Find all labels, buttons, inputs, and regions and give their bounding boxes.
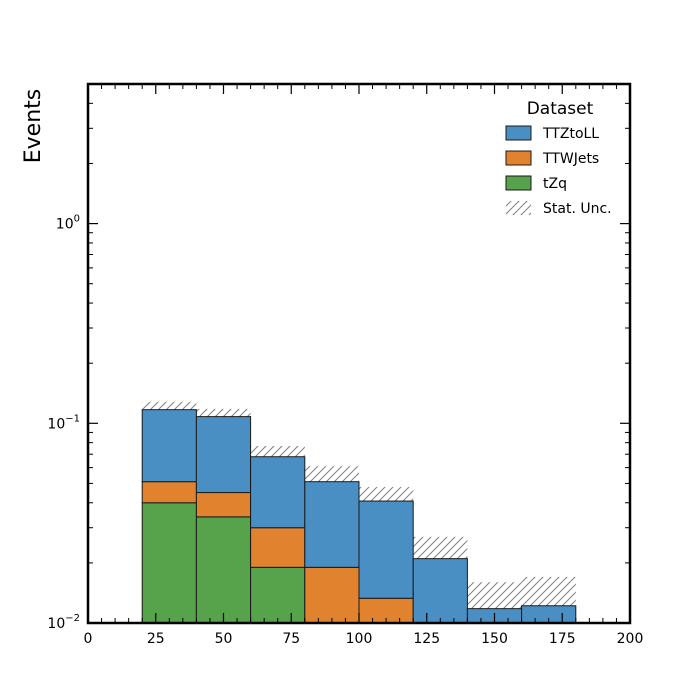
bar-ttztoll-bin-1 — [195, 416, 252, 494]
x-tick-label: 125 — [413, 631, 440, 647]
legend-swatch-ttztoll — [505, 125, 532, 141]
x-tick-label: 25 — [147, 631, 165, 647]
bar-tzq-bin-0 — [141, 502, 197, 623]
legend-label-ttztoll: TTZtoLL — [542, 126, 599, 142]
legend-swatch-ttwjets — [505, 150, 532, 166]
plot-frame — [86, 82, 632, 625]
y-tick-label: 100 — [56, 214, 80, 233]
bar-ttztoll-bin-4 — [358, 500, 414, 599]
x-tick-label: 150 — [481, 631, 508, 647]
bar-ttztoll-bin-2 — [250, 456, 306, 529]
bar-ttwjets-bin-1 — [195, 492, 252, 518]
legend: Dataset TTZtoLL TTWJets tZq Stat. Unc. — [505, 99, 612, 217]
x-tick-label: 50 — [215, 631, 233, 647]
bar-tzq-bin-2 — [250, 566, 306, 623]
legend-label-stat-unc: Stat. Unc. — [543, 201, 612, 217]
tick-labels: 0 25 50 75 100 125 150 175 200 10−2 10−1 100 — [47, 214, 643, 647]
bar-ttwjets-bin-0 — [141, 481, 197, 504]
x-tick-label: 75 — [282, 631, 300, 647]
legend-label-ttwjets: TTWJets — [542, 151, 599, 167]
bar-ttztoll-bin-5 — [412, 558, 468, 623]
bar-ttwjets-bin-3 — [304, 566, 360, 623]
y-axis-title: Events — [21, 89, 46, 164]
y-tick-label: 10−1 — [47, 413, 80, 432]
stat-unc-bin-2 — [250, 445, 305, 460]
bar-ttwjets-bin-2 — [250, 527, 306, 568]
x-tick-label: 100 — [346, 631, 373, 647]
legend-swatch-tzq — [505, 175, 532, 191]
x-tick-label: 175 — [549, 631, 576, 647]
legend-label-tzq: tZq — [543, 176, 567, 192]
bar-ttztoll-bin-0 — [141, 409, 197, 483]
legend-title: Dataset — [527, 99, 594, 119]
bars-layer — [141, 409, 577, 623]
x-tick-label: 0 — [84, 631, 93, 647]
bar-tzq-bin-1 — [195, 516, 252, 623]
bar-ttztoll-bin-3 — [304, 481, 360, 568]
legend-swatch-stat-unc — [506, 201, 531, 215]
x-tick-label: 200 — [617, 631, 644, 647]
y-tick-label: 10−2 — [47, 613, 80, 632]
